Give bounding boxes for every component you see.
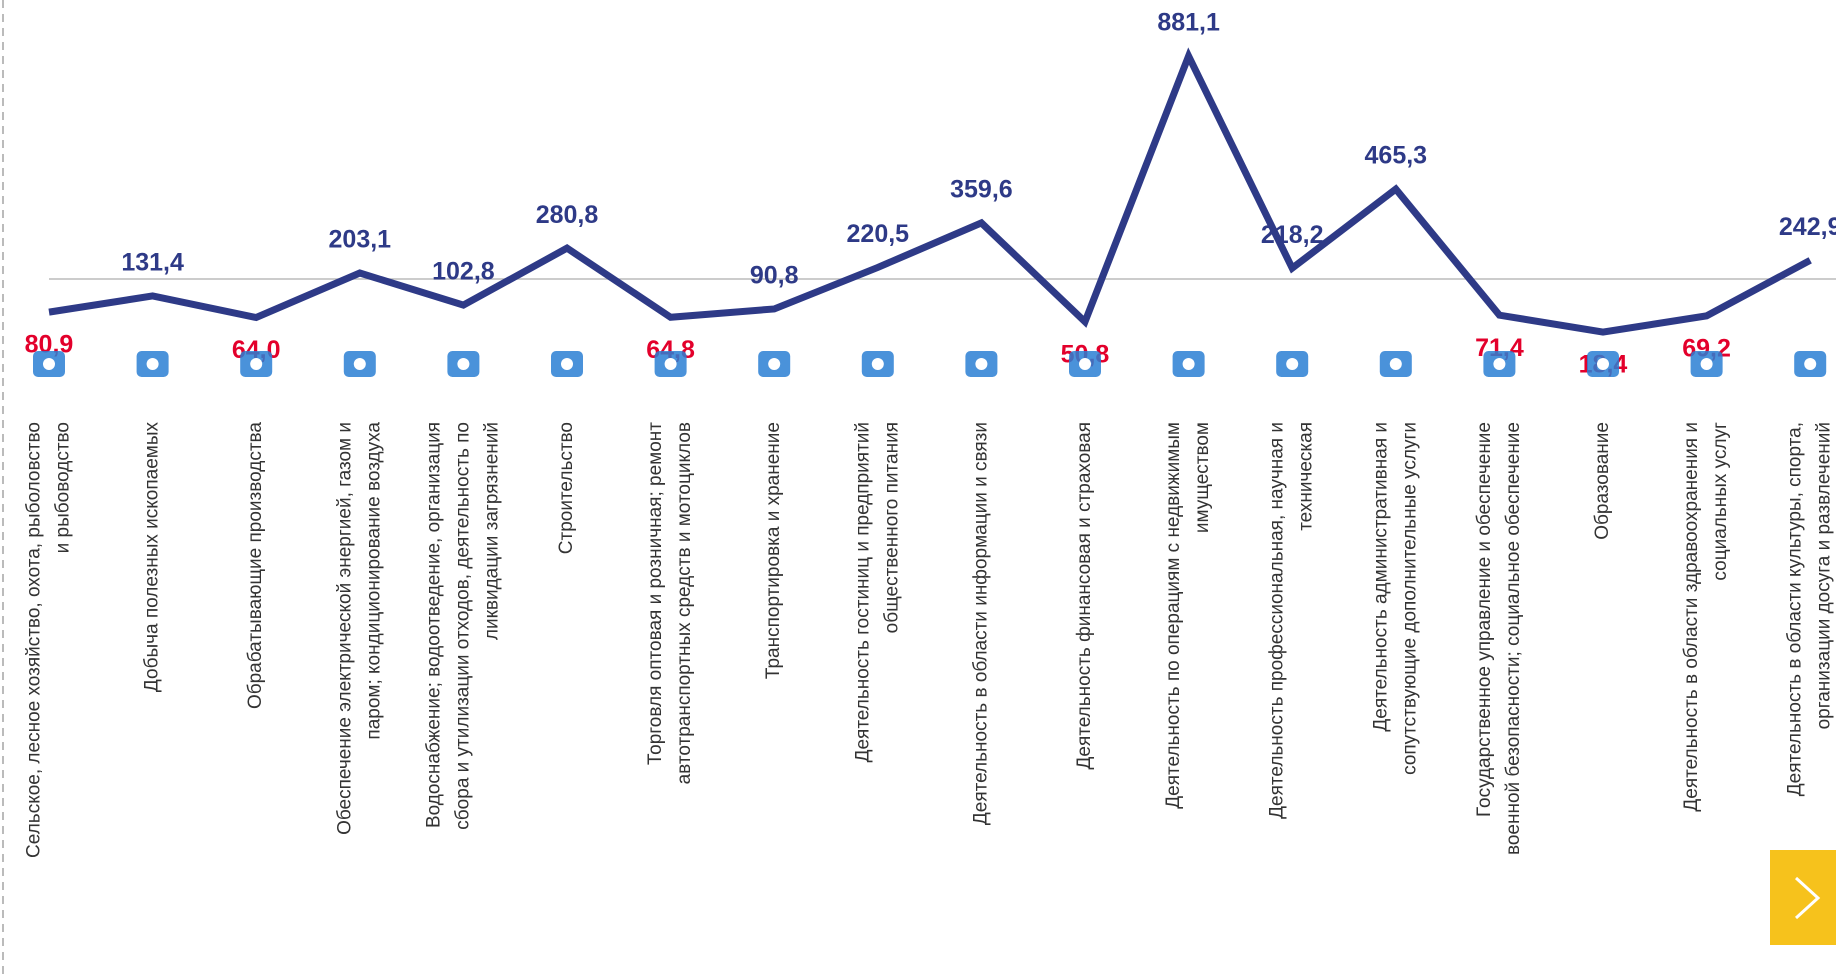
value-label: 359,6 bbox=[950, 176, 1013, 204]
category-label: организации досуга и развлечений bbox=[1814, 422, 1835, 729]
next-button[interactable] bbox=[1770, 850, 1836, 945]
category-label: имуществом bbox=[1192, 422, 1213, 533]
icon-dot bbox=[1286, 358, 1299, 370]
category-label: Транспортировка и хранение bbox=[763, 422, 784, 679]
category-label: Образование bbox=[1592, 422, 1613, 540]
category-label: сбора и утилизации отходов, деятельность… bbox=[452, 422, 473, 830]
value-label: 242,9 bbox=[1779, 213, 1836, 241]
category-icon bbox=[1172, 351, 1205, 377]
value-label: 881,1 bbox=[1157, 9, 1220, 37]
category-icon bbox=[136, 351, 169, 377]
icon-dot bbox=[1182, 358, 1195, 370]
category-label: сопутствующие дополнительные услуги bbox=[1399, 422, 1420, 775]
category-label: и рыбоводство bbox=[53, 422, 74, 553]
category-label: социальных услуг bbox=[1710, 422, 1731, 581]
category-label: Деятельность в области информации и связ… bbox=[970, 422, 991, 825]
category-label: Деятельность профессиональная, научная и bbox=[1267, 422, 1288, 819]
category-label: Торговля оптовая и розничная; ремонт bbox=[645, 422, 666, 765]
value-label: 203,1 bbox=[329, 226, 392, 254]
category-icon bbox=[654, 351, 687, 377]
icon-dot bbox=[1700, 358, 1713, 370]
category-icon bbox=[1276, 351, 1309, 377]
category-label: Деятельность финансовая и страховая bbox=[1074, 422, 1095, 769]
icon-dot bbox=[1389, 358, 1402, 370]
category-label: Деятельность в области здравоохранения и bbox=[1681, 422, 1702, 812]
category-icon bbox=[1794, 351, 1827, 377]
next-icon bbox=[1794, 876, 1821, 920]
value-label: 280,8 bbox=[536, 201, 599, 229]
category-icon bbox=[240, 351, 273, 377]
category-label: Обеспечение электрической энергией, газо… bbox=[334, 422, 355, 835]
category-label: Сельское, лесное хозяйство, охота, рыбол… bbox=[24, 422, 45, 858]
value-label: 131,4 bbox=[121, 249, 184, 277]
category-label: военной безопасности; социальное обеспеч… bbox=[1503, 422, 1524, 855]
data-line bbox=[48, 47, 1812, 336]
category-icon bbox=[861, 351, 894, 377]
icon-dot bbox=[146, 358, 159, 370]
category-label: Деятельность административная и bbox=[1370, 422, 1391, 732]
category-icon bbox=[447, 351, 480, 377]
value-label: 218,2 bbox=[1261, 221, 1324, 249]
category-label: Деятельность по операциям с недвижимым bbox=[1163, 422, 1184, 809]
icon-dot bbox=[975, 358, 988, 370]
category-icon bbox=[1587, 351, 1619, 377]
category-label: автотранспортных средств и мотоциклов bbox=[674, 422, 695, 784]
category-label: Обрабатывающие производства bbox=[245, 422, 266, 709]
category-icon bbox=[33, 351, 65, 377]
icon-dot bbox=[1804, 358, 1817, 370]
category-label: общественного питания bbox=[881, 422, 902, 633]
icon-dot bbox=[43, 358, 55, 370]
category-icon bbox=[758, 351, 791, 377]
category-label: Добыча полезных ископаемых bbox=[142, 422, 163, 693]
category-label: Водоснабжение; водоотведение, организаци… bbox=[423, 422, 444, 828]
category-icon bbox=[343, 351, 376, 377]
icon-dot bbox=[1493, 358, 1506, 370]
category-label: паром; кондиционирование воздуха bbox=[363, 422, 384, 740]
chevron bbox=[1794, 876, 1821, 920]
icon-dot bbox=[561, 358, 573, 370]
value-label: 220,5 bbox=[847, 220, 910, 248]
category-label: техническая bbox=[1296, 422, 1317, 531]
icon-dot bbox=[871, 358, 884, 370]
value-label: 465,3 bbox=[1365, 142, 1428, 170]
category-label: Строительство bbox=[556, 422, 577, 554]
icon-dot bbox=[1597, 358, 1609, 370]
icon-dot bbox=[768, 358, 781, 370]
category-icon bbox=[1379, 351, 1412, 377]
category-label: Деятельность в области культуры, спорта, bbox=[1785, 422, 1806, 796]
icon-dot bbox=[664, 358, 677, 370]
category-label: ликвидации загрязнений bbox=[481, 422, 502, 640]
category-icon bbox=[1483, 351, 1516, 377]
value-label: 102,8 bbox=[432, 258, 495, 286]
category-icon bbox=[965, 351, 998, 377]
icon-dot bbox=[457, 358, 470, 370]
category-icon bbox=[551, 351, 583, 377]
icon-dot bbox=[353, 358, 366, 370]
category-label: Государственное управление и обеспечение bbox=[1474, 422, 1495, 817]
category-label: Деятельность гостиниц и предприятий bbox=[852, 422, 873, 762]
icon-dot bbox=[250, 358, 263, 370]
category-icon bbox=[1069, 351, 1101, 377]
category-icon bbox=[1690, 351, 1723, 377]
value-label: 90,8 bbox=[750, 262, 799, 290]
icon-dot bbox=[1079, 358, 1091, 370]
